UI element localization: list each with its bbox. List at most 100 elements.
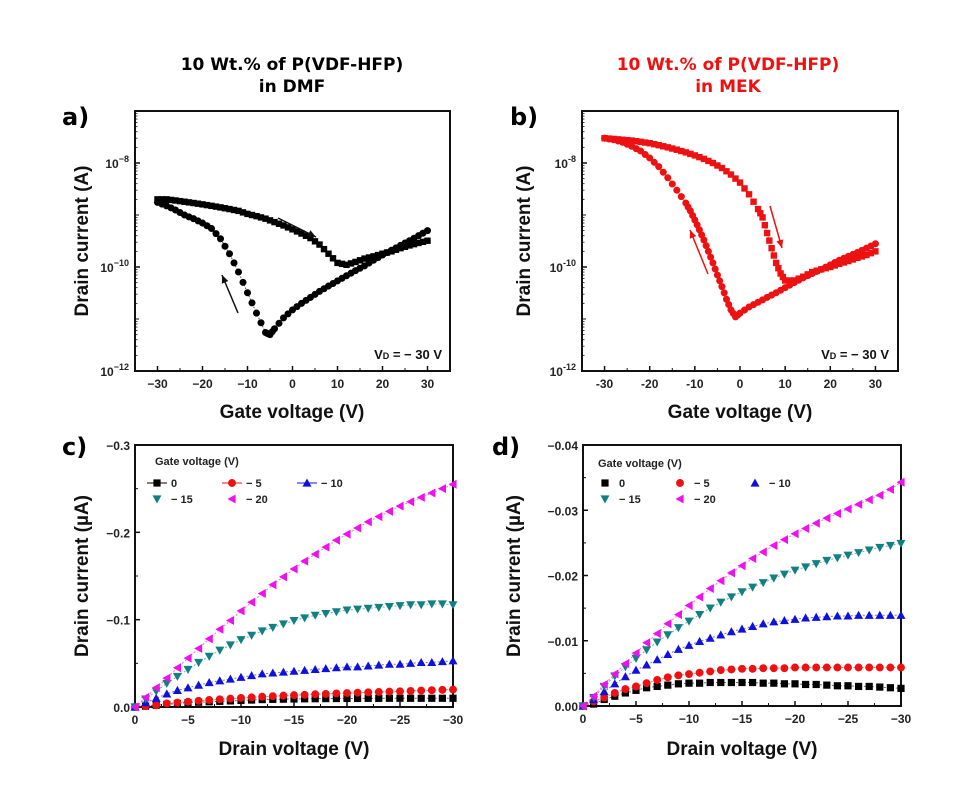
data-point	[289, 666, 299, 675]
data-point	[172, 672, 182, 681]
data-point	[655, 141, 662, 149]
data-point	[653, 682, 661, 691]
arrow-head	[307, 230, 316, 237]
data-point	[300, 556, 309, 566]
data-point	[415, 239, 422, 247]
data-point	[620, 659, 629, 669]
data-point	[331, 663, 341, 672]
data-point	[716, 576, 725, 586]
data-point	[716, 630, 726, 639]
data-point	[833, 682, 841, 690]
data-point	[151, 693, 161, 702]
data-point	[801, 663, 810, 672]
data-point	[855, 682, 863, 691]
x-tick-label: 20	[376, 377, 390, 391]
data-point	[416, 657, 426, 667]
data-point	[321, 542, 330, 552]
data-point	[438, 694, 446, 702]
data-point	[832, 554, 842, 563]
data-point	[896, 539, 906, 549]
data-point	[395, 501, 404, 511]
data-point	[631, 648, 640, 658]
panel-d: d) Drain voltage (V) Drain current (µA) …	[492, 433, 912, 760]
data-point	[374, 512, 383, 522]
data-point	[230, 259, 238, 267]
data-point	[653, 675, 662, 684]
data-point	[217, 204, 224, 211]
data-point	[845, 257, 852, 265]
data-point	[599, 687, 609, 696]
data-point	[172, 663, 181, 673]
data-point	[711, 265, 719, 273]
data-point	[696, 679, 704, 687]
data-point	[875, 490, 884, 500]
data-point	[236, 606, 245, 616]
panel-a-plot-area: −30 −20 −10 0 10 20 30 10−12 10−10 10−8	[100, 110, 451, 391]
data-point	[212, 230, 220, 238]
data-point	[225, 250, 234, 258]
legend-marker	[676, 479, 684, 487]
data-point	[777, 270, 784, 277]
x-tick-label: −20	[337, 713, 358, 727]
data-point	[673, 644, 683, 653]
data-point	[300, 614, 310, 623]
data-point	[741, 185, 748, 192]
data-point	[248, 299, 256, 307]
data-point	[162, 689, 172, 698]
data-point	[261, 328, 270, 337]
data-point	[643, 684, 651, 692]
data-point	[723, 168, 730, 175]
data-point	[173, 698, 182, 707]
data-point	[714, 162, 721, 169]
data-point	[886, 663, 895, 672]
data-point	[779, 570, 789, 579]
data-point	[225, 674, 235, 683]
data-point	[153, 198, 162, 206]
data-point	[886, 684, 894, 692]
panel-a-title-line2: in DMF	[259, 77, 326, 97]
data-point	[642, 139, 649, 146]
series-vg-m5	[579, 663, 905, 710]
data-point	[385, 694, 393, 702]
data-point	[695, 636, 705, 646]
data-point	[302, 232, 310, 240]
data-point	[885, 484, 894, 494]
data-point	[652, 638, 662, 647]
x-tick-label: 20	[824, 377, 838, 391]
data-point	[578, 701, 587, 711]
panel-b-title-line1: 10 Wt.% of P(VDF-HFP)	[617, 55, 840, 75]
data-point	[252, 309, 261, 317]
data-point	[396, 687, 404, 696]
data-point	[280, 222, 287, 229]
data-point	[289, 564, 298, 574]
data-point	[669, 145, 676, 152]
x-tick-label: −10	[237, 377, 258, 391]
panel-c: c) Drain voltage (V) Drain current (µA) …	[62, 433, 464, 760]
data-point	[854, 499, 863, 509]
data-point	[363, 661, 373, 670]
data-point	[769, 617, 779, 626]
data-point	[183, 665, 193, 674]
data-point	[780, 680, 788, 688]
data-point	[875, 543, 885, 552]
y-tick-label: −0.02	[548, 570, 579, 584]
x-tick-label: −30	[147, 377, 168, 391]
y-tick-label: −0.04	[548, 439, 579, 453]
data-point	[167, 196, 175, 204]
data-point	[268, 623, 278, 633]
data-point	[736, 179, 744, 186]
data-point	[664, 681, 672, 689]
data-point	[684, 640, 694, 649]
data-point	[822, 663, 831, 672]
data-point	[363, 517, 372, 527]
legend-marker	[153, 479, 161, 487]
data-point	[691, 152, 699, 159]
data-point	[655, 163, 663, 171]
data-point	[646, 140, 653, 147]
data-point	[748, 664, 757, 673]
data-point	[151, 683, 160, 693]
data-point	[347, 260, 355, 267]
data-point	[726, 593, 736, 602]
data-point	[356, 257, 364, 264]
data-point	[247, 597, 256, 607]
